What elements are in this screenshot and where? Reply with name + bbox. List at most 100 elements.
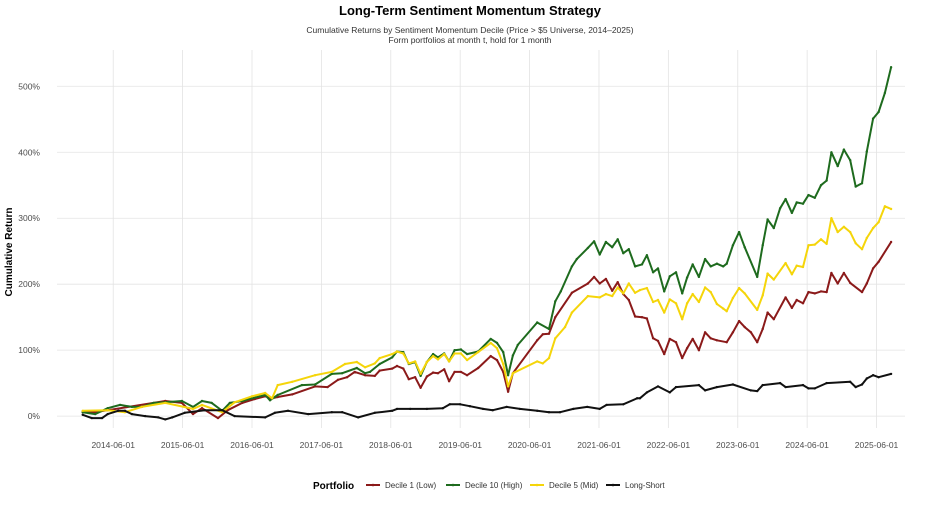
data-point [604,292,608,296]
data-point [541,362,544,365]
data-point [355,360,358,364]
data-point [633,265,637,268]
data-point [795,201,798,204]
data-point [633,315,637,318]
data-point [598,253,601,256]
y-tick-label: 200% [18,279,40,289]
data-point [651,300,655,304]
data-point [703,331,707,334]
data-point [743,292,746,295]
data-point [291,393,294,396]
data-point [106,407,109,410]
data-point [830,271,833,275]
data-point [407,378,410,381]
data-point [640,316,644,319]
data-point [668,275,671,278]
data-point [221,411,224,414]
data-point [731,331,735,334]
data-point [849,281,852,285]
x-tick-label: 2021-06-01 [577,440,621,450]
data-point [743,246,746,249]
data-point [345,376,349,379]
data-point [761,383,764,387]
data-point [731,244,735,247]
data-point [877,110,880,114]
data-point [191,405,195,409]
data-point [570,265,574,268]
data-point [495,341,499,345]
data-point [123,409,127,412]
data-point [860,182,864,185]
data-point [656,298,660,302]
data-point [749,389,753,392]
data-point [756,389,759,393]
data-point [216,416,220,420]
legend-label: Decile 5 (Mid) [549,481,599,490]
data-point [860,290,864,294]
legend-marker [535,483,539,487]
data-point [611,246,614,249]
data-point [737,230,741,234]
data-point [790,211,794,215]
data-point [633,291,637,294]
data-point [313,383,317,386]
data-point [210,401,213,405]
data-point [778,207,782,210]
chart-subtitle-line2: Form portfolios at month t, hold for 1 m… [389,35,552,45]
data-point [685,347,689,350]
data-point [554,316,557,319]
data-point [616,238,619,241]
data-point [638,397,642,400]
x-tick-label: 2022-06-01 [647,440,691,450]
legend-item: Decile 5 (Mid) [530,481,599,490]
data-point [668,391,671,394]
data-point [250,395,254,398]
data-point [491,409,494,412]
data-point [453,349,456,352]
data-point [598,296,601,299]
data-point [536,409,539,412]
data-point [378,356,381,360]
data-point [766,272,769,275]
data-point [854,242,857,245]
series-layer [81,66,893,421]
x-tick-label: 2023-06-01 [716,440,760,450]
data-point [842,225,846,228]
legend-item: Long-Short [606,481,665,490]
data-point [883,205,887,208]
data-point [691,292,694,296]
chart-subtitle: Cumulative Returns by Sentiment Momentum… [306,25,633,35]
data-point [448,403,451,406]
data-point [849,230,852,234]
data-point [849,380,852,383]
data-point [353,370,356,374]
data-point [90,416,93,420]
data-point [363,372,367,375]
data-point [226,409,229,412]
data-point [409,407,412,411]
data-point [819,184,823,187]
data-point [330,411,333,414]
data-point [341,372,344,375]
data-point [854,185,857,188]
data-point [518,407,522,411]
data-point [819,238,823,241]
data-point [645,286,649,290]
data-point [391,356,394,359]
data-point [447,380,451,383]
data-point [180,399,184,403]
data-point [477,366,480,370]
data-point [264,391,267,395]
data-point [502,350,505,354]
data-point [453,370,456,374]
data-point [391,352,394,356]
data-point [191,412,195,416]
data-point [598,282,601,285]
data-point [221,409,224,412]
data-point [436,372,440,375]
data-point [116,409,120,412]
data-point [330,372,333,376]
data-point [554,337,557,340]
y-tick-label: 500% [18,81,40,91]
data-point [638,288,642,292]
